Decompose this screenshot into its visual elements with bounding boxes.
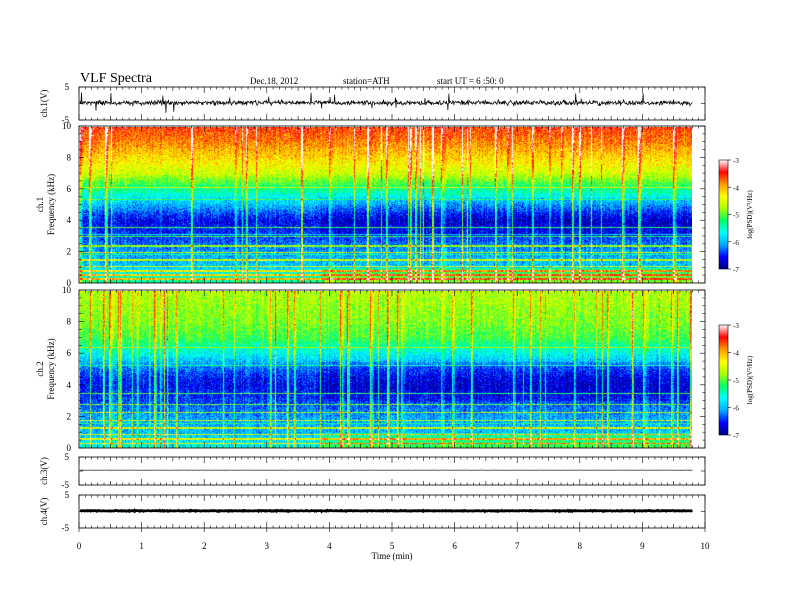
- colorbar-tick-label: -4: [733, 350, 739, 358]
- date-label: Dec.18, 2012: [250, 76, 299, 86]
- x-tick-label: 6: [452, 541, 457, 551]
- channel-label: ch.2: [35, 361, 45, 376]
- y-axis-label: Frequency (kHz): [46, 174, 56, 235]
- colorbar-tick-label: -7: [733, 266, 739, 274]
- x-tick-label: 8: [578, 541, 583, 551]
- spectrogram-images: [80, 127, 692, 448]
- colorbar-ch1: [718, 159, 729, 270]
- y-tick-label: -5: [62, 523, 70, 533]
- spectrogram-ch1: [80, 127, 692, 283]
- y-tick-label: 0: [67, 278, 72, 288]
- colorbar-tick-label: -3: [733, 322, 739, 330]
- y-tick-label: -5: [62, 480, 70, 490]
- colorbar-label: log(PSD)(V²/Hz): [746, 190, 754, 239]
- x-tick-label: 5: [390, 541, 395, 551]
- y-axis-label: Frequency (kHz): [46, 338, 56, 399]
- x-tick-label: 9: [640, 541, 645, 551]
- chart-title: VLF Spectra: [80, 71, 152, 86]
- y-tick-label: 2: [67, 247, 72, 257]
- colorbar-tick-label: -3: [733, 157, 739, 165]
- x-tick-label: 2: [202, 541, 207, 551]
- y-tick-label: 4: [67, 380, 72, 390]
- y-tick-label: 8: [67, 317, 72, 327]
- y-tick-label: 0: [67, 443, 72, 453]
- y-axis-label: ch.1(V): [39, 90, 49, 118]
- y-tick-label: 10: [62, 285, 72, 295]
- start-time-label: start UT = 6 :50: 0: [437, 76, 504, 86]
- y-tick-label: 10: [62, 121, 72, 131]
- y-axis-label: ch.3(V): [39, 457, 49, 485]
- y-tick-label: 4: [67, 215, 72, 225]
- x-axis-label: Time (min): [372, 551, 413, 561]
- x-tick-label: 3: [265, 541, 270, 551]
- y-tick-label: 2: [67, 411, 72, 421]
- colorbar-tick-label: -5: [733, 377, 739, 385]
- x-tick-label: 4: [327, 541, 332, 551]
- axes: [78, 86, 731, 532]
- x-tick-label: 0: [77, 541, 82, 551]
- waveform-traces: [79, 92, 693, 514]
- channel-label: ch.1: [35, 197, 45, 212]
- ch4v-trace: [79, 508, 693, 514]
- y-tick-label: 5: [65, 82, 70, 92]
- station-label: station=ATH: [343, 76, 390, 86]
- ch1v-trace: [79, 92, 693, 113]
- x-tick-label: 7: [515, 541, 520, 551]
- x-tick-label: 10: [701, 541, 711, 551]
- colorbar-tick-label: -4: [733, 184, 739, 192]
- y-tick-label: 6: [67, 184, 72, 194]
- y-tick-label: 8: [67, 152, 72, 162]
- colorbar-tick-label: -7: [733, 432, 739, 440]
- y-tick-label: 5: [65, 490, 70, 500]
- colorbar-tick-label: -5: [733, 212, 739, 220]
- colorbar-ch2: [718, 324, 729, 436]
- y-tick-label: 6: [67, 348, 72, 358]
- y-axis-label: ch.4(V): [39, 498, 49, 526]
- colorbar-tick-label: -6: [733, 405, 739, 413]
- y-tick-label: 5: [65, 452, 70, 462]
- spectrogram-ch2: [80, 291, 692, 448]
- colorbar-label: log(PSD)(V²/Hz): [746, 355, 754, 404]
- y-tick-label: -5: [62, 115, 70, 125]
- colorbar-tick-label: -6: [733, 239, 739, 247]
- x-tick-label: 1: [139, 541, 144, 551]
